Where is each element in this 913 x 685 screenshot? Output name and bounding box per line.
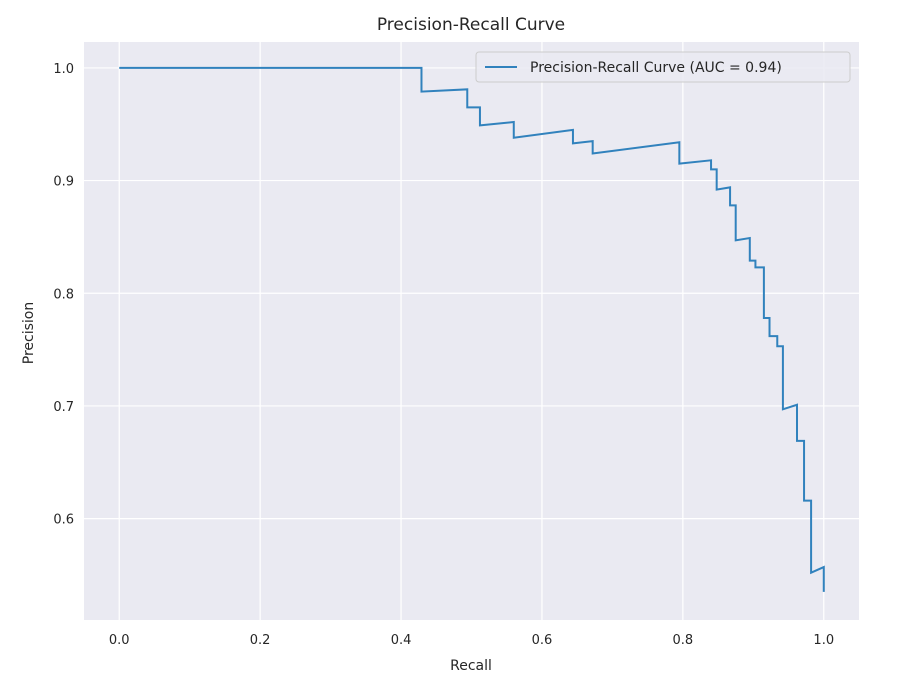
y-tick-label: 0.8 <box>53 287 74 302</box>
y-axis-label: Precision <box>21 302 37 364</box>
y-tick-label: 0.6 <box>53 513 74 528</box>
series-layer <box>119 66 825 592</box>
y-tick-label: 0.9 <box>53 175 74 190</box>
x-tick-label: 0.4 <box>391 633 412 648</box>
y-axis-ticks: 0.6 0.7 0.8 0.9 1.0 <box>53 62 74 528</box>
x-axis-ticks: 0.0 0.2 0.4 0.6 0.8 1.0 <box>109 633 834 648</box>
x-tick-label: 1.0 <box>813 633 834 648</box>
y-tick-label: 1.0 <box>53 62 74 77</box>
legend-label: Precision-Recall Curve (AUC = 0.94) <box>530 60 782 76</box>
x-tick-label: 0.2 <box>250 633 271 648</box>
y-tick-label: 0.7 <box>53 400 74 415</box>
series-line <box>119 66 825 592</box>
x-tick-label: 0.8 <box>673 633 694 648</box>
x-tick-label: 0.0 <box>109 633 130 648</box>
plot-background <box>84 42 859 620</box>
x-axis-label: Recall <box>450 658 492 674</box>
legend-box <box>475 51 851 83</box>
x-tick-label: 0.6 <box>532 633 553 648</box>
legend: Precision-Recall Curve (AUC = 0.94) <box>475 51 851 83</box>
chart-title: Precision-Recall Curve <box>377 15 565 35</box>
